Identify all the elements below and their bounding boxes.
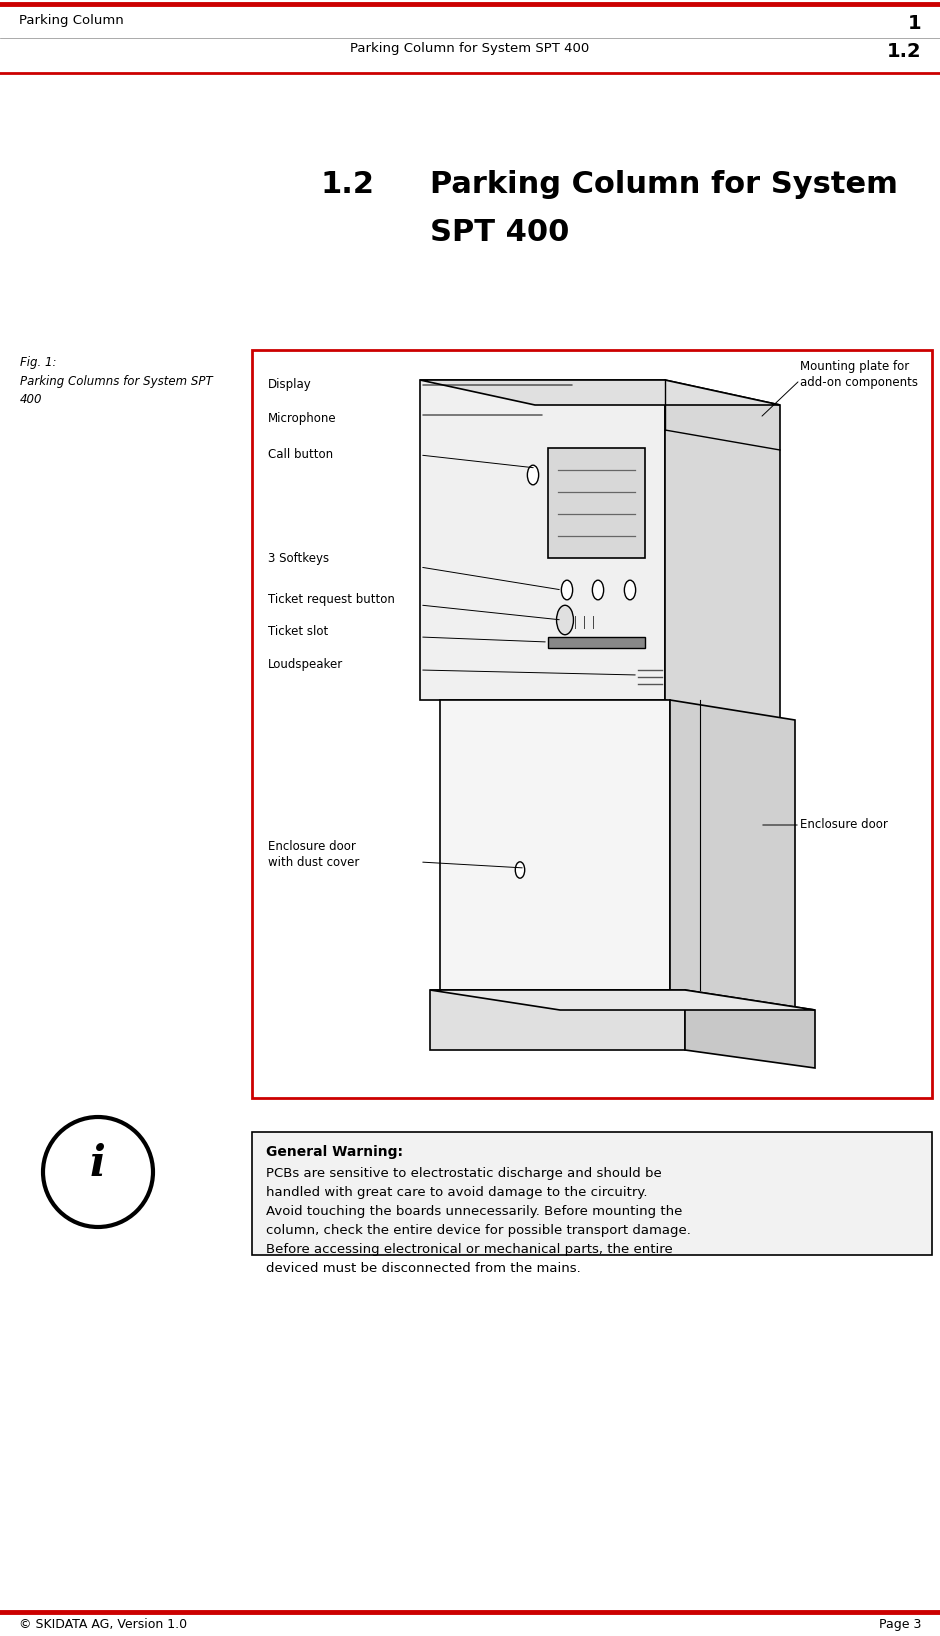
Text: General Warning:: General Warning: (266, 1145, 403, 1158)
Polygon shape (548, 636, 645, 648)
Text: Avoid touching the boards unnecessarily. Before mounting the: Avoid touching the boards unnecessarily.… (266, 1206, 682, 1217)
Bar (252, 350, 932, 1098)
Text: 400: 400 (20, 393, 42, 406)
Circle shape (515, 862, 525, 879)
Polygon shape (440, 700, 670, 990)
Text: Enclosure door: Enclosure door (800, 818, 888, 831)
Text: Enclosure door
with dust cover: Enclosure door with dust cover (268, 839, 359, 869)
Text: handled with great care to avoid damage to the circuitry.: handled with great care to avoid damage … (266, 1186, 648, 1199)
Ellipse shape (43, 1117, 153, 1227)
Bar (252, 1132, 932, 1255)
Text: 1.2: 1.2 (320, 170, 374, 200)
Circle shape (624, 581, 635, 600)
Circle shape (556, 605, 573, 635)
Polygon shape (420, 380, 780, 406)
Polygon shape (420, 380, 665, 700)
Circle shape (561, 581, 572, 600)
Text: 1: 1 (908, 15, 921, 33)
Text: Mounting plate for
add-on components: Mounting plate for add-on components (800, 360, 918, 389)
Text: Before accessing electronical or mechanical parts, the entire: Before accessing electronical or mechani… (266, 1243, 673, 1256)
Text: Microphone: Microphone (268, 412, 337, 425)
Polygon shape (665, 380, 780, 720)
Text: © SKIDATA AG, Version 1.0: © SKIDATA AG, Version 1.0 (19, 1618, 187, 1631)
Circle shape (592, 581, 603, 600)
Text: Ticket slot: Ticket slot (268, 625, 328, 638)
Text: deviced must be disconnected from the mains.: deviced must be disconnected from the ma… (266, 1261, 581, 1274)
Text: i: i (90, 1144, 106, 1184)
Polygon shape (430, 990, 815, 1009)
Text: Parking Column for System: Parking Column for System (430, 170, 898, 200)
Text: Page 3: Page 3 (879, 1618, 921, 1631)
Text: SPT 400: SPT 400 (430, 218, 570, 247)
Polygon shape (670, 700, 795, 1009)
Text: Parking Column: Parking Column (19, 15, 123, 28)
Text: Parking Column for System SPT 400: Parking Column for System SPT 400 (351, 43, 589, 56)
Text: Parking Columns for System SPT: Parking Columns for System SPT (20, 375, 212, 388)
Text: 3 Softkeys: 3 Softkeys (268, 551, 329, 564)
Text: column, check the entire device for possible transport damage.: column, check the entire device for poss… (266, 1224, 691, 1237)
Text: Fig. 1:: Fig. 1: (20, 357, 56, 370)
Text: Loudspeaker: Loudspeaker (268, 658, 343, 671)
Polygon shape (430, 990, 685, 1050)
Polygon shape (548, 448, 645, 558)
Polygon shape (685, 990, 815, 1068)
Text: PCBs are sensitive to electrostatic discharge and should be: PCBs are sensitive to electrostatic disc… (266, 1166, 662, 1180)
Text: 1.2: 1.2 (886, 43, 921, 61)
Text: Display: Display (268, 378, 312, 391)
Text: Call button: Call button (268, 448, 333, 461)
Text: Ticket request button: Ticket request button (268, 592, 395, 605)
Circle shape (527, 465, 539, 484)
